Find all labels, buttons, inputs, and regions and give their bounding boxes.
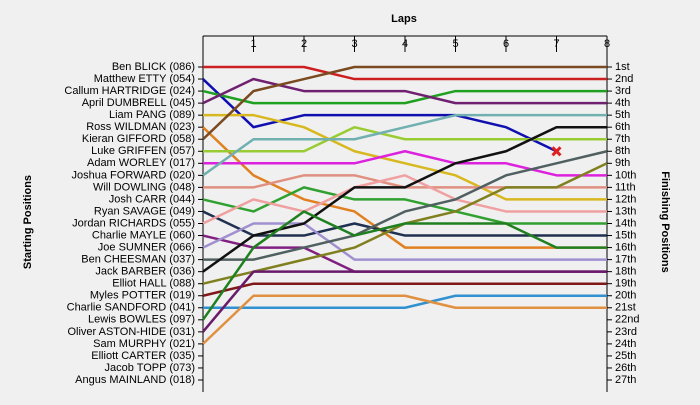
start-label: Luke GRIFFEN (057)	[91, 145, 195, 157]
start-label: Ben BLICK (086)	[112, 61, 195, 73]
start-label: Charlie SANDFORD (041)	[67, 302, 195, 314]
position-line	[202, 113, 607, 177]
start-label: Will DOWLING (048)	[93, 181, 195, 193]
y2-tick-label: 21st	[615, 302, 636, 314]
start-label: Elliot HALL (088)	[112, 278, 195, 290]
position-line	[203, 150, 607, 177]
position-line	[202, 65, 607, 141]
y2-tick-label: 11th	[615, 181, 636, 193]
position-line	[202, 78, 558, 153]
y2-tick-label: 25th	[615, 350, 636, 362]
start-label: Ross WILDMAN (023)	[86, 121, 195, 133]
start-label: Lewis BOWLES (097)	[88, 314, 195, 326]
y2-tick-label: 12th	[615, 193, 636, 205]
y2-tick-label: 26th	[615, 362, 636, 374]
position-line	[202, 186, 607, 225]
start-label: Ryan SAVAGE (049)	[94, 205, 195, 217]
start-label: Elliott CARTER (035)	[91, 350, 195, 362]
start-label: Oliver ASTON-HIDE (031)	[67, 326, 195, 338]
y2-tick-label: 1st	[615, 61, 630, 73]
y2-tick-label: 4th	[615, 97, 630, 109]
start-label: Sam MURPHY (021)	[93, 338, 195, 350]
start-label: Kieran GIFFORD (058)	[82, 133, 195, 145]
position-line	[202, 174, 607, 225]
position-line	[202, 77, 607, 105]
start-label: Jack BARBER (036)	[95, 266, 195, 278]
start-label: Jacob TOPP (073)	[105, 362, 196, 374]
position-line	[203, 113, 607, 201]
position-line	[202, 270, 607, 333]
position-line	[202, 294, 607, 345]
start-label: Joshua FORWARD (020)	[72, 169, 195, 181]
y2-tick-label: 15th	[615, 229, 636, 241]
y2-tick-label: 2nd	[615, 73, 633, 85]
position-line	[202, 282, 607, 297]
y2-tick-label: 22nd	[615, 314, 639, 326]
y2-tick-label: 16th	[615, 241, 636, 253]
start-label: Myles POTTER (019)	[90, 290, 195, 302]
start-label: April DUMBRELL (045)	[82, 97, 195, 109]
y2-tick-label: 13th	[615, 205, 636, 217]
start-label: Adam WORLEY (017)	[87, 157, 195, 169]
start-label: Charlie MAYLE (060)	[92, 229, 195, 241]
y2-tick-label: 5th	[615, 109, 630, 121]
position-line	[203, 65, 607, 81]
start-label: Angus MAINLAND (018)	[75, 374, 195, 386]
position-line	[202, 89, 607, 105]
position-line	[201, 210, 607, 321]
position-line	[202, 125, 607, 273]
y2-axis-title: Finishing Positions	[659, 171, 671, 272]
position-line	[203, 125, 607, 153]
position-line	[203, 150, 608, 261]
start-label: Jordan RICHARDS (055)	[72, 217, 195, 229]
y2-tick-label: 10th	[615, 169, 636, 181]
start-label: Josh CARR (044)	[109, 193, 195, 205]
chart-title: Laps	[391, 13, 417, 25]
start-label: Ben CHEESMAN (037)	[81, 254, 195, 266]
retired-marker	[551, 146, 562, 157]
start-label: Liam PANG (089)	[109, 109, 195, 121]
y2-tick-label: 14th	[615, 217, 636, 229]
position-line	[202, 222, 607, 261]
y2-tick-label: 23rd	[615, 326, 637, 338]
y2-tick-label: 18th	[615, 266, 636, 278]
y2-tick-label: 7th	[615, 133, 630, 145]
y2-tick-label: 6th	[615, 121, 630, 133]
y2-tick-label: 8th	[615, 145, 630, 157]
y2-tick-label: 27th	[615, 374, 636, 386]
y2-tick-label: 17th	[615, 254, 636, 266]
y2-tick-label: 24th	[615, 338, 636, 350]
y-axis-title: Starting Positions	[22, 175, 34, 269]
start-label: Joe SUMNER (066)	[98, 241, 195, 253]
start-label: Callum HARTRIDGE (024)	[64, 85, 195, 97]
position-line	[203, 294, 607, 310]
start-label: Matthew ETTY (054)	[94, 73, 195, 85]
y2-tick-label: 20th	[615, 290, 636, 302]
y2-tick-label: 3rd	[615, 85, 631, 97]
y2-tick-label: 19th	[615, 278, 636, 290]
y2-tick-label: 9th	[615, 157, 630, 169]
